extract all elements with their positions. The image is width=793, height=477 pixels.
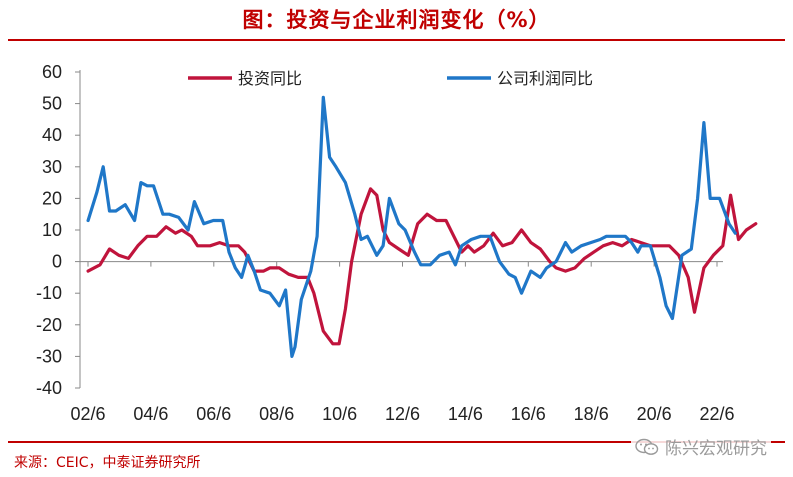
y-tick-label: 10 [42, 220, 62, 240]
series-layer [86, 95, 758, 358]
footer-rule [8, 441, 785, 443]
y-tick-label: -30 [36, 346, 62, 366]
legend-label: 公司利润同比 [497, 69, 593, 88]
x-tick-label: 06/6 [196, 404, 231, 424]
chart-title: 图：投资与企业利润变化（%） [242, 8, 551, 32]
y-tick-label: -20 [36, 315, 62, 335]
watermark-text: 陈兴宏观研究 [665, 439, 767, 459]
y-tick-label: 0 [52, 252, 62, 272]
y-tick-label: -40 [36, 378, 62, 398]
x-tick-label: 10/6 [322, 404, 357, 424]
x-tick-label: 18/6 [574, 404, 609, 424]
legend: 投资同比 公司利润同比 [188, 69, 593, 88]
y-tick-label: 20 [42, 188, 62, 208]
x-tick-label: 08/6 [259, 404, 294, 424]
x-tick-label: 04/6 [133, 404, 168, 424]
watermark: 陈兴宏观研究 [631, 434, 771, 459]
x-tick-label: 02/6 [70, 404, 105, 424]
y-tick-label: -10 [36, 283, 62, 303]
source-note: 来源：CEIC，中泰证券研究所 [14, 455, 201, 471]
x-tick-label: 20/6 [637, 404, 672, 424]
y-tick-label: 60 [42, 62, 62, 82]
legend-label: 投资同比 [238, 69, 302, 88]
x-tick-label: 14/6 [448, 404, 483, 424]
y-tick-label: 50 [42, 94, 62, 114]
y-tick-label: 30 [42, 157, 62, 177]
y-tick-label: 40 [42, 125, 62, 145]
axis-layer: 60 50 40 30 20 10 0 -10 -20 -30 -40 02/6 04/6 06/6 08/… [36, 62, 735, 424]
x-tick-label: 12/6 [385, 404, 420, 424]
wechat-icon [635, 438, 659, 455]
x-tick-label: 16/6 [511, 404, 546, 424]
title-rule [8, 39, 785, 41]
series-line-investment [86, 187, 758, 346]
x-tick-label: 22/6 [699, 404, 734, 424]
series-line-profit [86, 95, 737, 358]
